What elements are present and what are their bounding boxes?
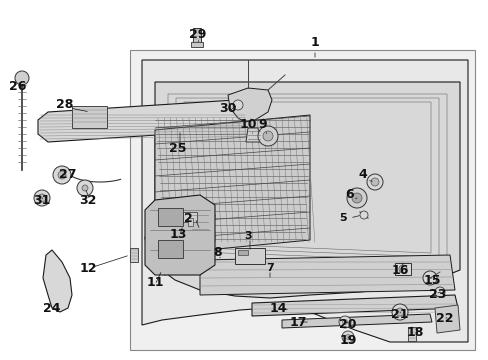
Bar [394,263,410,275]
Circle shape [370,178,378,186]
Circle shape [58,171,66,179]
Text: 30: 30 [219,102,236,114]
Polygon shape [184,208,215,242]
Text: 8: 8 [213,247,222,260]
Text: 9: 9 [258,118,267,131]
Text: 14: 14 [269,302,286,315]
Circle shape [53,166,71,184]
Bar [158,208,183,226]
Text: 31: 31 [33,194,51,207]
Bar [191,42,203,47]
Circle shape [82,185,88,191]
Circle shape [156,231,168,243]
Circle shape [345,334,350,339]
Circle shape [338,316,350,328]
Circle shape [34,190,50,206]
Text: 19: 19 [339,333,356,346]
Text: 17: 17 [289,315,306,328]
Circle shape [422,271,436,285]
Text: 11: 11 [146,276,163,289]
Text: 21: 21 [390,309,408,321]
Polygon shape [245,128,260,142]
Circle shape [391,304,407,320]
Text: 6: 6 [345,188,354,201]
Polygon shape [251,295,457,316]
Text: 5: 5 [339,213,346,223]
Text: 1: 1 [310,36,319,49]
Bar [72,106,107,128]
Circle shape [346,188,366,208]
Circle shape [341,331,353,343]
Bar [238,250,247,255]
Text: 25: 25 [169,141,186,154]
Circle shape [38,194,46,202]
Bar [407,327,415,341]
Bar [193,28,201,46]
Text: 10: 10 [239,118,256,131]
Circle shape [359,211,367,219]
Polygon shape [282,314,431,328]
Text: 29: 29 [189,28,206,41]
Polygon shape [200,255,454,295]
Text: 16: 16 [390,264,408,276]
Polygon shape [43,250,72,312]
Text: 7: 7 [265,263,273,273]
Circle shape [15,71,29,85]
Text: 20: 20 [339,319,356,332]
Polygon shape [155,82,459,298]
Circle shape [77,180,93,196]
Circle shape [434,287,444,297]
Circle shape [263,131,272,141]
Polygon shape [227,88,271,122]
Text: 18: 18 [406,325,423,338]
Circle shape [366,174,382,190]
Polygon shape [145,195,215,275]
Circle shape [395,308,403,316]
Circle shape [342,320,347,324]
Polygon shape [38,100,247,142]
Text: 24: 24 [43,302,61,315]
Text: 23: 23 [428,288,446,302]
Bar [130,248,138,262]
Polygon shape [145,215,195,275]
Text: 28: 28 [56,99,74,112]
Circle shape [398,265,406,273]
Polygon shape [142,60,467,342]
Text: 3: 3 [244,231,251,241]
Text: 22: 22 [435,311,453,324]
Text: 27: 27 [59,168,77,181]
Polygon shape [434,305,459,333]
Text: 26: 26 [9,81,27,94]
Text: 32: 32 [79,194,97,207]
Bar [235,248,264,264]
Text: 12: 12 [79,262,97,275]
Text: 15: 15 [423,274,440,287]
Text: 2: 2 [183,211,192,225]
Circle shape [351,193,361,203]
Text: 13: 13 [169,229,186,242]
Text: 4: 4 [358,168,366,181]
Polygon shape [130,50,474,350]
Circle shape [232,100,243,110]
Bar [187,218,193,226]
Bar [183,212,197,222]
Circle shape [258,126,278,146]
Bar [158,240,183,258]
Polygon shape [155,115,309,255]
